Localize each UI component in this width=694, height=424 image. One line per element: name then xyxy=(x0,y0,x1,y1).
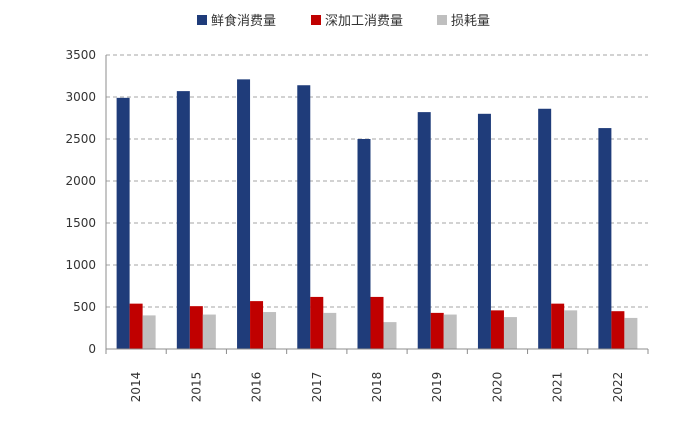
legend-swatch xyxy=(311,15,321,25)
x-tick-label: 2015 xyxy=(189,372,203,403)
y-tick-label: 1500 xyxy=(65,216,96,230)
chart-legend: 鲜食消费量 深加工消费量 损耗量 xyxy=(197,13,490,29)
bar-2-2021 xyxy=(564,310,578,349)
bar-1-2017 xyxy=(310,296,324,349)
bar-2-2020 xyxy=(503,317,517,349)
x-tick-label: 2014 xyxy=(129,372,143,403)
x-tick-label: 2018 xyxy=(370,372,384,403)
bar-1-2019 xyxy=(430,312,444,349)
bar-2-2016 xyxy=(263,312,277,349)
y-tick-label: 0 xyxy=(88,342,96,356)
bar-1-2016 xyxy=(250,301,264,349)
legend-swatch xyxy=(437,15,447,25)
bar-2-2017 xyxy=(323,312,337,349)
bar-1-2018 xyxy=(370,296,384,349)
x-tick-label: 2020 xyxy=(490,372,504,403)
x-tick-label: 2019 xyxy=(430,372,444,403)
legend-label: 鲜食消费量 xyxy=(211,13,276,29)
bar-2-2018 xyxy=(383,322,397,349)
x-tick-label: 2017 xyxy=(310,372,324,403)
bars xyxy=(116,79,638,350)
bar-0-2016 xyxy=(237,79,251,350)
bar-0-2017 xyxy=(297,85,311,350)
legend-label: 损耗量 xyxy=(451,14,490,29)
y-tick-label: 2500 xyxy=(65,132,96,146)
bar-0-2018 xyxy=(357,139,371,349)
y-axis: 0 500 1000 1500 2000 2500 3000 3500 xyxy=(65,48,107,356)
y-tick-label: 1000 xyxy=(65,258,96,272)
bar-2-2022 xyxy=(624,317,638,349)
y-tick-label: 2000 xyxy=(65,174,96,188)
bar-2-2019 xyxy=(443,314,457,349)
bar-0-2022 xyxy=(598,128,612,349)
bar-0-2020 xyxy=(477,113,491,349)
bar-0-2019 xyxy=(417,112,431,350)
bar-1-2021 xyxy=(551,303,565,349)
bar-1-2022 xyxy=(611,311,625,349)
legend-swatch xyxy=(197,15,207,25)
bar-1-2014 xyxy=(129,303,143,349)
x-tick-label: 2016 xyxy=(250,372,264,403)
bar-0-2021 xyxy=(538,108,552,349)
x-tick-label: 2021 xyxy=(551,372,565,403)
x-axis: 2014 2015 2016 2017 2018 2019 2020 2021 2022 xyxy=(105,348,649,403)
legend-label: 深加工消费量 xyxy=(325,14,403,29)
bar-0-2014 xyxy=(116,97,130,349)
bar-0-2015 xyxy=(176,91,190,350)
bar-2-2015 xyxy=(202,314,216,349)
x-tick-label: 2022 xyxy=(611,372,625,403)
bar-2-2014 xyxy=(142,315,156,349)
y-tick-label: 500 xyxy=(73,300,96,314)
bar-1-2020 xyxy=(490,310,504,349)
bar-1-2015 xyxy=(189,306,203,349)
y-tick-label: 3500 xyxy=(65,48,96,62)
y-tick-label: 3000 xyxy=(65,90,96,104)
